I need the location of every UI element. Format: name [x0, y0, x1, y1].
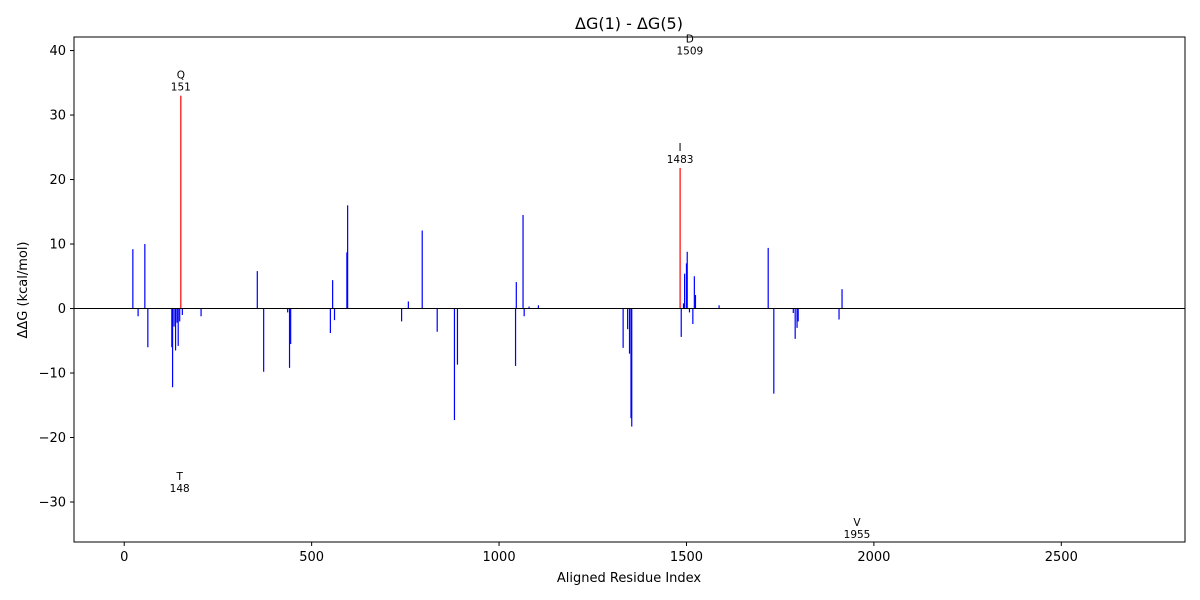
plot-frame	[73, 36, 1186, 543]
bar-137	[174, 308, 177, 351]
annotation-index: 1955	[844, 529, 871, 541]
bar-1587	[718, 305, 720, 309]
bar-740	[401, 308, 403, 322]
bar-835	[436, 308, 438, 332]
bar-1495	[684, 273, 686, 309]
y-axis-label: ΔΔG (kcal/mol)	[16, 242, 31, 339]
bar-1044	[514, 308, 517, 366]
bar-63	[147, 308, 149, 348]
bar-148	[179, 308, 181, 322]
bar-758	[407, 301, 409, 309]
y-tick-label: 40	[49, 44, 66, 59]
bar-37	[137, 308, 139, 317]
annotation-index: 148	[170, 483, 190, 495]
bar-444	[290, 308, 292, 344]
bar-889	[456, 308, 459, 365]
y-tick-label: −30	[39, 496, 66, 511]
annotation-residue: Q	[177, 70, 185, 82]
bar-355	[256, 271, 258, 309]
x-axis: 0 500 1000 1500 2000 2500	[120, 542, 1078, 565]
bar-1486	[680, 308, 682, 337]
bar-550	[329, 308, 331, 334]
x-tick-label: 500	[299, 550, 324, 565]
bar-1790	[794, 308, 796, 339]
bar-55	[144, 244, 146, 309]
bar-1915	[841, 289, 843, 309]
bar-1785	[792, 308, 794, 314]
y-tick-label: 10	[49, 238, 66, 253]
bar-1500	[685, 263, 688, 309]
bar-795	[421, 230, 423, 309]
y-tick-label: 0	[58, 302, 66, 317]
bar-1352	[630, 308, 632, 419]
bar-1718	[767, 247, 769, 309]
bar-1046	[515, 282, 517, 309]
bar-594	[346, 252, 348, 309]
y-tick-label: 30	[49, 109, 66, 124]
bar-1517	[692, 308, 694, 325]
bar-144	[177, 308, 179, 346]
bar-23	[132, 249, 134, 309]
annotation-residue: I	[679, 142, 682, 154]
x-tick-label: 1500	[670, 550, 703, 565]
bar-1348	[628, 308, 631, 354]
bars-group	[132, 95, 843, 427]
bar-596	[347, 205, 349, 309]
bar-436	[287, 308, 289, 313]
y-tick-label: −20	[39, 431, 66, 446]
bar-1067	[523, 308, 525, 317]
bar-127	[171, 308, 173, 348]
x-tick-label: 1000	[483, 550, 516, 565]
y-tick-label: 20	[49, 173, 66, 188]
bar-881	[453, 308, 456, 421]
x-tick-label: 2000	[857, 550, 890, 565]
bar-561	[333, 308, 336, 321]
annotation-index: 1483	[667, 154, 694, 166]
bar-1483	[679, 167, 681, 309]
annotation-residue: V	[853, 517, 861, 529]
bar-1502	[686, 251, 688, 309]
bar-1907	[838, 308, 840, 320]
bar-155	[181, 308, 183, 315]
bar-556	[332, 280, 334, 309]
bar-1798	[797, 308, 799, 322]
bar-1795	[796, 308, 798, 328]
bar-1492	[682, 303, 685, 309]
x-axis-label: Aligned Residue Index	[557, 571, 702, 586]
bar-1080	[528, 306, 530, 309]
bar-441	[288, 308, 291, 368]
bar-141	[176, 308, 178, 323]
annotation-index: 151	[171, 82, 191, 94]
bar-133	[173, 308, 175, 327]
bar-1508	[688, 308, 691, 313]
bar-372	[263, 308, 265, 372]
annotation-residue: D	[686, 33, 694, 45]
x-tick-label: 2500	[1045, 550, 1078, 565]
bar-129	[171, 308, 174, 388]
annotation-residue: T	[175, 471, 183, 483]
bar-205	[200, 308, 202, 317]
y-axis: −30 −20 −10 0 10 20 30 40	[39, 44, 74, 511]
bar-1064	[522, 215, 524, 309]
annotation-index: 1509	[676, 45, 703, 57]
bar-1733	[773, 308, 775, 394]
bar-1105	[537, 305, 540, 309]
bar-1331	[622, 308, 624, 348]
bar-151	[180, 95, 182, 309]
x-tick-label: 0	[120, 550, 128, 565]
bar-1354	[631, 308, 633, 427]
y-tick-label: −10	[39, 367, 66, 382]
chart-title: ΔG(1) - ΔG(5)	[575, 14, 683, 33]
bar-1521	[693, 276, 695, 309]
bar-1343	[627, 308, 629, 330]
bar-1524	[694, 294, 697, 309]
